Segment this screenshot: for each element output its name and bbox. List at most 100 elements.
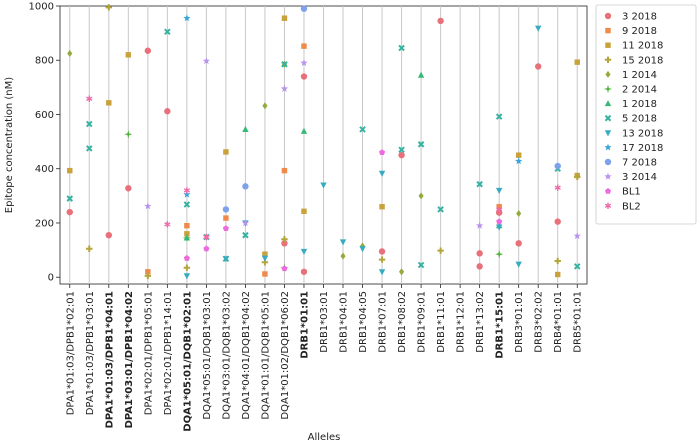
legend-label: BL1 <box>622 187 641 198</box>
data-point <box>202 57 211 65</box>
data-point <box>399 268 405 276</box>
legend-label: 5 2018 <box>622 114 657 125</box>
data-point <box>515 261 522 268</box>
data-point <box>378 269 386 276</box>
data-point <box>515 240 522 247</box>
data-point <box>301 208 307 215</box>
legend-label: 11 2018 <box>622 41 663 52</box>
data-point <box>124 130 133 139</box>
data-point <box>339 239 347 246</box>
legend-label: 7 2018 <box>622 158 657 169</box>
data-point <box>496 206 503 213</box>
x-tick-label: DRB1*03:01 <box>319 291 330 353</box>
data-point <box>262 251 268 257</box>
data-point <box>183 234 191 241</box>
data-point <box>300 73 308 80</box>
data-point <box>86 145 93 152</box>
data-point <box>300 268 308 275</box>
legend-label: 13 2018 <box>622 128 663 139</box>
x-tick-label: DPA1*01:03/DPB1*02:01 <box>65 291 76 415</box>
data-point <box>183 201 191 208</box>
data-point <box>125 185 132 192</box>
data-point <box>281 167 288 174</box>
data-point <box>281 240 288 247</box>
legend: 3 2018 9 2018 11 2018 15 2018 1 2014 2 2014 1 … <box>595 4 697 225</box>
data-point <box>125 52 132 58</box>
data-point <box>437 206 444 213</box>
legend-frame <box>595 4 697 225</box>
data-point <box>418 192 424 200</box>
data-point <box>222 256 230 263</box>
data-point <box>144 47 152 54</box>
data-point <box>105 231 112 239</box>
x-tick-label: DQA1*05:01/DQB1*03:01 <box>202 291 213 420</box>
x-tick-label: DPA1*01:03/DPB1*03:01 <box>85 291 96 415</box>
data-point <box>183 190 191 198</box>
data-point <box>359 126 366 133</box>
data-point <box>86 245 93 252</box>
data-point <box>145 269 151 275</box>
x-tick-label: DPA1*02:01/DPB1*14:01 <box>163 291 174 415</box>
data-point <box>554 218 561 225</box>
y-axis-title: Epitope concentration (nM) <box>4 77 15 213</box>
data-point <box>281 236 288 243</box>
legend-label: 17 2018 <box>622 143 663 154</box>
data-point <box>398 146 405 154</box>
data-point <box>242 231 249 239</box>
x-tick-label: DPA1*01:03/DPB1*04:01 <box>104 291 115 428</box>
legend-marker <box>604 158 612 166</box>
data-point <box>183 273 191 280</box>
data-point <box>516 209 522 218</box>
y-tick-label: 400 <box>35 164 54 175</box>
data-point <box>573 232 581 240</box>
data-point <box>280 84 289 92</box>
data-point <box>183 264 191 271</box>
data-point <box>398 151 405 159</box>
data-point <box>437 17 444 25</box>
data-point <box>378 170 386 177</box>
data-point <box>183 187 190 194</box>
data-point <box>554 184 561 191</box>
data-point <box>67 167 73 174</box>
data-point <box>476 180 483 188</box>
x-tick-label: DPA1*03:01/DPB1*04:02 <box>124 291 135 428</box>
legend-marker <box>604 143 612 151</box>
data-point <box>262 102 268 110</box>
data-point <box>184 222 190 229</box>
x-tick-label: DQA1*03:01/DQB1*03:02 <box>221 291 232 420</box>
data-point <box>281 61 288 68</box>
x-tick-label: DRB1*15:01 <box>495 291 506 359</box>
legend-marker <box>605 42 611 48</box>
x-tick-label: DRB3*02:02 <box>534 291 545 353</box>
legend-label: 9 2018 <box>622 26 657 37</box>
data-point <box>359 246 366 253</box>
data-point <box>379 203 385 210</box>
data-point <box>241 219 250 227</box>
data-point <box>86 120 93 128</box>
data-point <box>106 100 112 106</box>
data-point <box>496 218 503 225</box>
x-tick-label: DPA1*02:01/DPB1*05:01 <box>143 291 154 415</box>
legend-marker <box>604 172 612 180</box>
y-tick-label: 800 <box>35 56 54 67</box>
y-tick-label: 0 <box>48 273 54 284</box>
data-point <box>476 221 484 229</box>
data-point <box>144 202 152 210</box>
x-axis: DPA1*01:03/DPB1*02:01 DPA1*01:03/DPB1*03:… <box>65 284 584 432</box>
data-point <box>359 242 366 250</box>
data-point <box>66 208 73 216</box>
data-point <box>495 224 503 231</box>
legend-marker <box>603 84 613 94</box>
data-point <box>554 162 561 170</box>
legend-label: BL2 <box>622 201 641 212</box>
data-point <box>555 271 561 278</box>
data-point <box>495 113 503 120</box>
data-point <box>67 49 73 57</box>
data-point <box>574 59 580 65</box>
data-point <box>378 248 386 255</box>
x-axis-title: Alleles <box>308 432 341 443</box>
legend-marker <box>604 12 612 20</box>
legend-marker <box>604 114 612 122</box>
x-tick-label: DRB1*09:01 <box>417 291 428 353</box>
